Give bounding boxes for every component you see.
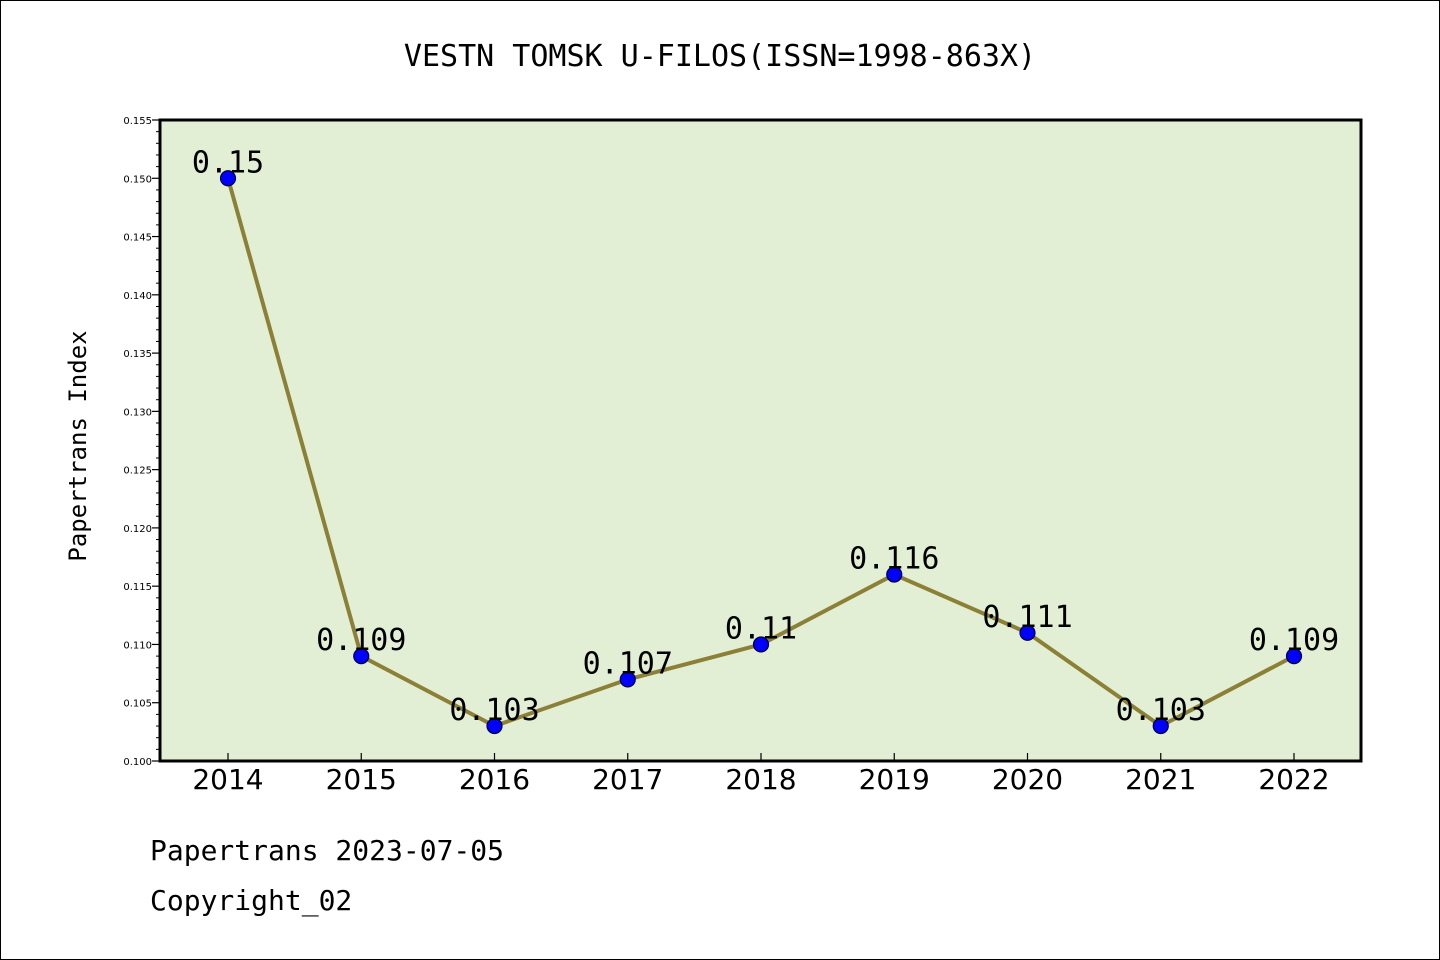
data-point: [1285, 648, 1303, 665]
data-point: [1019, 624, 1036, 641]
footer-copyright: Copyright_02: [150, 884, 353, 917]
x-tick-label: 2022: [1258, 763, 1329, 796]
y-tick-label: 0.150: [123, 174, 152, 185]
y-tick-label: 0.130: [123, 407, 152, 418]
y-tick-label: 0.155: [123, 116, 152, 127]
footer-date: Papertrans 2023-07-05: [150, 834, 505, 867]
data-label: 0.111: [982, 600, 1072, 635]
x-tick-label: 2014: [192, 763, 263, 796]
y-tick-label: 0.125: [123, 466, 152, 477]
y-tick-label: 0.135: [123, 349, 152, 360]
data-point: [219, 170, 237, 187]
data-label: 0.109: [316, 623, 406, 658]
data-point: [486, 717, 503, 735]
data-point: [353, 648, 370, 665]
y-tick-label: 0.120: [123, 524, 152, 535]
plot-area: [160, 120, 1361, 761]
data-label: 0.116: [849, 542, 939, 577]
x-tick-label: 2019: [859, 763, 930, 796]
data-point: [886, 566, 903, 583]
data-label: 0.11: [725, 611, 797, 646]
x-tick-label: 2017: [592, 763, 663, 796]
y-tick-label: 0.100: [123, 757, 152, 768]
plot-border: [158, 118, 1363, 763]
data-point: [752, 636, 770, 653]
y-tick-label: 0.145: [123, 233, 152, 244]
data-label: 0.103: [1116, 693, 1206, 728]
x-tick-label: 2021: [1125, 763, 1196, 796]
data-label: 0.107: [583, 646, 673, 681]
data-point: [1152, 717, 1169, 735]
data-label: 0.15: [192, 145, 264, 180]
data-label: 0.103: [449, 693, 539, 728]
x-tick-label: 2018: [725, 763, 796, 796]
data-label: 0.109: [1249, 623, 1339, 658]
y-tick-label: 0.110: [123, 640, 152, 651]
y-axis-label: Papertrans Index: [64, 330, 92, 561]
y-tick-label: 0.115: [123, 582, 152, 593]
y-tick-label: 0.105: [123, 699, 152, 710]
chart-title: VESTN TOMSK U-FILOS(ISSN=1998-863X): [404, 39, 1036, 74]
x-tick-label: 2015: [326, 763, 397, 796]
x-tick-label: 2016: [459, 763, 530, 796]
y-tick-label: 0.140: [123, 291, 152, 302]
x-tick-label: 2020: [992, 763, 1063, 796]
data-point: [619, 671, 636, 688]
